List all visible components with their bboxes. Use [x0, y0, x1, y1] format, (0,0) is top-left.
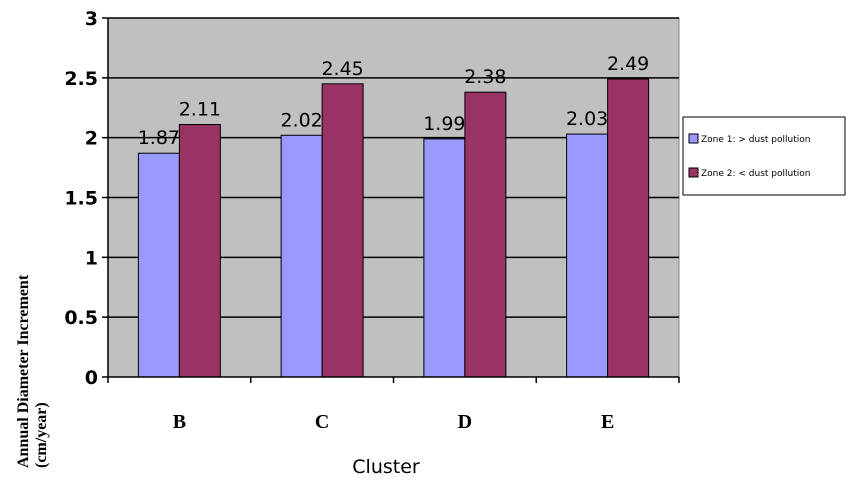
bar-2-B	[178, 124, 221, 378]
data-label: 1.99	[423, 113, 465, 135]
bar-2-C	[321, 83, 364, 378]
bar-1-B	[137, 152, 180, 378]
bar-2-D	[464, 91, 507, 378]
legend-swatch-zone-2	[688, 167, 699, 178]
data-label: 2.45	[321, 58, 363, 80]
bar-1-C	[280, 134, 323, 378]
x-tick-label: D	[458, 411, 472, 433]
x-tick-labels: B C D E	[173, 411, 615, 433]
data-label: 2.49	[607, 53, 649, 75]
bars	[137, 78, 650, 378]
data-label: 1.87	[138, 127, 180, 149]
y-tick-label: 0	[85, 367, 98, 389]
bar-1-D	[423, 138, 466, 378]
y-tick-label: 2	[85, 128, 98, 150]
y-axis-title-line-2: (cm/year)	[33, 402, 50, 468]
data-label: 2.38	[464, 66, 506, 88]
y-tick-label: 1	[85, 247, 98, 269]
bar-1-E	[566, 133, 609, 378]
x-tick-label: B	[173, 411, 186, 433]
legend-box	[682, 116, 846, 196]
y-tick-labels: 0 0.5 1 1.5 2 2.5 3	[64, 8, 98, 389]
legend: Zone 1: > dust pollution Zone 2: < dust …	[682, 116, 846, 196]
legend-label-zone-2: Zone 2: < dust pollution	[701, 169, 810, 179]
y-tick-label: 2.5	[64, 68, 98, 90]
y-tick-label: 0.5	[64, 307, 98, 329]
y-tick-label: 1.5	[64, 188, 98, 210]
legend-swatch-zone-1	[688, 133, 699, 144]
data-labels: 1.87 2.11 2.02 2.45 1.99 2.38 2.03 2.49	[138, 53, 650, 149]
legend-label-zone-1: Zone 1: > dust pollution	[701, 135, 810, 145]
x-tick-label: C	[315, 411, 329, 433]
y-tick-label: 3	[85, 8, 98, 30]
x-tick-label: E	[601, 411, 614, 433]
data-label: 2.11	[179, 99, 221, 121]
data-label: 2.03	[566, 108, 608, 130]
x-axis-title: Cluster	[352, 456, 420, 478]
axes	[102, 17, 680, 383]
y-axis-title-line-1: Annual Diameter Increment	[15, 274, 32, 468]
data-label: 2.02	[280, 109, 322, 131]
bar-2-E	[607, 78, 650, 378]
